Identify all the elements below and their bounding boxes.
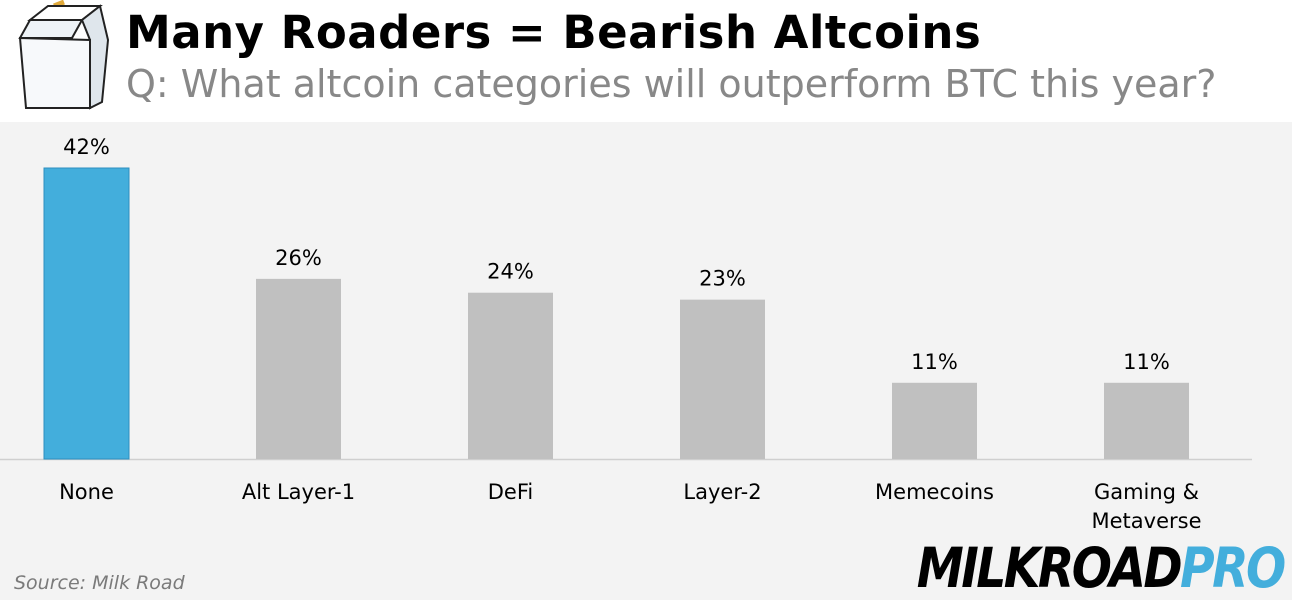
bar (1104, 382, 1189, 459)
bar (468, 292, 553, 459)
brand-accent-text: PRO (1180, 536, 1286, 600)
category-label: Alt Layer-1 (242, 480, 355, 504)
category-label: None (59, 480, 114, 504)
chart-subtitle: Q: What altcoin categories will outperfo… (126, 62, 1217, 106)
bar (256, 278, 341, 459)
bar (680, 299, 765, 459)
brand-logo: MILKROADPRO (917, 536, 1286, 600)
bar (43, 167, 130, 460)
data-label: 42% (63, 135, 110, 159)
header-band (0, 0, 1292, 122)
chart-title: Many Roaders = Bearish Altcoins (126, 6, 982, 59)
milk-carton-icon (18, 0, 110, 110)
category-label: Layer-2 (683, 480, 761, 504)
data-label: 11% (911, 350, 958, 374)
bar (892, 382, 977, 459)
source-note: Source: Milk Road (14, 572, 185, 594)
data-label: 26% (275, 246, 322, 270)
data-label: 23% (699, 267, 746, 291)
category-label: Memecoins (875, 480, 994, 504)
category-label: DeFi (488, 480, 533, 504)
bar-chart: 42% None 26% Alt Layer-1 24% DeFi 23% Layer-2 11… (0, 135, 1252, 533)
category-label: Gaming & Metaverse (1092, 480, 1202, 533)
data-label: 11% (1123, 350, 1170, 374)
brand-main-text: MILKROAD (917, 536, 1183, 600)
data-label: 24% (487, 260, 534, 284)
